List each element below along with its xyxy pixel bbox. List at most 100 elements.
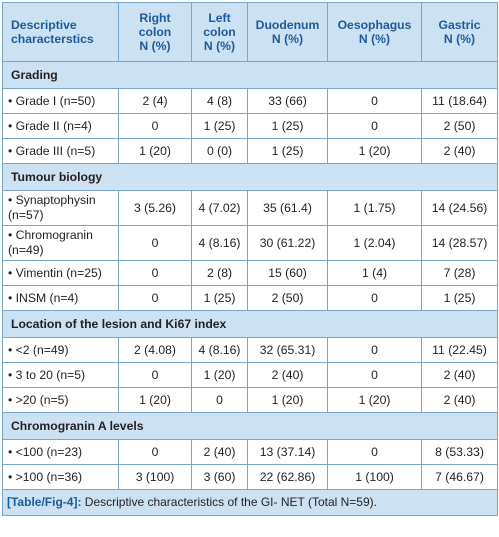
header-right-colon-line1: Right [139, 11, 171, 25]
cell-gastric: 7 (46.67) [421, 464, 498, 490]
cell-gastric: 7 (28) [421, 260, 498, 286]
cell-right-colon: 0 [118, 260, 192, 286]
header-gastric-line2: N (%) [443, 32, 476, 46]
cell-left-colon: 4 (8.16) [191, 337, 248, 363]
table-row: • Grade I (n=50) 2 (4) 4 (8) 33 (66) 0 1… [2, 88, 498, 114]
caption-tag: [Table/Fig-4]: [7, 495, 82, 509]
cell-left-colon: 4 (8) [191, 88, 248, 114]
row-label: • Chromogranin (n=49) [2, 225, 119, 261]
caption-row: [Table/Fig-4]: Descriptive characteristi… [2, 489, 498, 516]
header-oesophagus: Oesophagus N (%) [327, 2, 422, 62]
table-row: • Synaptophysin (n=57) 3 (5.26) 4 (7.02)… [2, 190, 498, 226]
section-row-tumour-biology: Tumour biology [2, 163, 498, 191]
cell-oesophagus: 0 [327, 337, 422, 363]
header-duodenum-line2: N (%) [271, 32, 304, 46]
cell-oesophagus: 0 [327, 88, 422, 114]
cell-oesophagus: 1 (2.04) [327, 225, 422, 261]
cell-duodenum: 1 (25) [247, 113, 328, 139]
table-row: • Grade II (n=4) 0 1 (25) 1 (25) 0 2 (50… [2, 113, 498, 139]
cell-duodenum: 15 (60) [247, 260, 328, 286]
cell-left-colon: 2 (40) [191, 439, 248, 465]
cell-left-colon: 1 (25) [191, 285, 248, 311]
cell-oesophagus: 1 (1.75) [327, 190, 422, 226]
row-label: • >20 (n=5) [2, 387, 119, 413]
cell-left-colon: 1 (25) [191, 113, 248, 139]
table-row: • 3 to 20 (n=5) 0 1 (20) 2 (40) 0 2 (40) [2, 362, 498, 388]
cell-right-colon: 0 [118, 225, 192, 261]
cell-left-colon: 1 (20) [191, 362, 248, 388]
cell-duodenum: 1 (25) [247, 138, 328, 164]
cell-left-colon: 4 (8.16) [191, 225, 248, 261]
cell-duodenum: 22 (62.86) [247, 464, 328, 490]
table-row: • Vimentin (n=25) 0 2 (8) 15 (60) 1 (4) … [2, 260, 498, 286]
header-right-colon-line3: N (%) [139, 39, 171, 53]
row-label: • >100 (n=36) [2, 464, 119, 490]
cell-gastric: 14 (24.56) [421, 190, 498, 226]
section-title: Grading [2, 61, 498, 89]
header-duodenum: Duodenum N (%) [247, 2, 328, 62]
cell-gastric: 2 (50) [421, 113, 498, 139]
cell-right-colon: 0 [118, 439, 192, 465]
cell-oesophagus: 0 [327, 439, 422, 465]
section-row-grading: Grading [2, 61, 498, 89]
cell-gastric: 11 (18.64) [421, 88, 498, 114]
header-oesophagus-line1: Oesophagus [337, 18, 412, 32]
table-row: • <100 (n=23) 0 2 (40) 13 (37.14) 0 8 (5… [2, 439, 498, 465]
header-left-colon-line2: colon [203, 25, 236, 39]
header-right-colon: Right colon N (%) [118, 2, 192, 62]
section-title: Chromogranin A levels [2, 412, 498, 440]
cell-left-colon: 3 (60) [191, 464, 248, 490]
row-label: • <100 (n=23) [2, 439, 119, 465]
cell-left-colon: 2 (8) [191, 260, 248, 286]
cell-duodenum: 2 (40) [247, 362, 328, 388]
cell-right-colon: 2 (4) [118, 88, 192, 114]
header-left-colon-line1: Left [208, 11, 231, 25]
cell-duodenum: 1 (20) [247, 387, 328, 413]
row-label: • 3 to 20 (n=5) [2, 362, 119, 388]
cell-duodenum: 2 (50) [247, 285, 328, 311]
header-duodenum-line1: Duodenum [255, 18, 320, 32]
table-row: • INSM (n=4) 0 1 (25) 2 (50) 0 1 (25) [2, 285, 498, 311]
descriptive-characteristics-table: Descriptive characterstics Right colon N… [2, 2, 498, 516]
table-container: Descriptive characterstics Right colon N… [2, 2, 498, 516]
header-left-colon: Left colon N (%) [191, 2, 248, 62]
table-row: • >20 (n=5) 1 (20) 0 1 (20) 1 (20) 2 (40… [2, 387, 498, 413]
cell-oesophagus: 1 (20) [327, 387, 422, 413]
header-descriptive-characteristics: Descriptive characterstics [2, 2, 119, 62]
cell-gastric: 1 (25) [421, 285, 498, 311]
cell-gastric: 2 (40) [421, 138, 498, 164]
header-oesophagus-line2: N (%) [358, 32, 391, 46]
cell-gastric: 2 (40) [421, 362, 498, 388]
header-right-colon-line2: colon [138, 25, 172, 39]
header-gastric-line1: Gastric [438, 18, 481, 32]
cell-right-colon: 1 (20) [118, 138, 192, 164]
caption-text: Descriptive characteristics of the GI- N… [81, 495, 377, 509]
cell-right-colon: 3 (100) [118, 464, 192, 490]
cell-right-colon: 2 (4.08) [118, 337, 192, 363]
row-label: • Synaptophysin (n=57) [2, 190, 119, 226]
cell-duodenum: 13 (37.14) [247, 439, 328, 465]
cell-gastric: 14 (28.57) [421, 225, 498, 261]
row-label: • Grade III (n=5) [2, 138, 119, 164]
table-row: • Grade III (n=5) 1 (20) 0 (0) 1 (25) 1 … [2, 138, 498, 164]
table-row: • >100 (n=36) 3 (100) 3 (60) 22 (62.86) … [2, 464, 498, 490]
cell-oesophagus: 1 (100) [327, 464, 422, 490]
table-header: Descriptive characterstics Right colon N… [2, 2, 498, 62]
header-left-colon-line3: N (%) [203, 39, 236, 53]
row-label: • <2 (n=49) [2, 337, 119, 363]
cell-right-colon: 0 [118, 285, 192, 311]
row-label: • INSM (n=4) [2, 285, 119, 311]
cell-duodenum: 35 (61.4) [247, 190, 328, 226]
cell-gastric: 2 (40) [421, 387, 498, 413]
table-row: • <2 (n=49) 2 (4.08) 4 (8.16) 32 (65.31)… [2, 337, 498, 363]
row-label: • Grade II (n=4) [2, 113, 119, 139]
cell-left-colon: 4 (7.02) [191, 190, 248, 226]
table-row: • Chromogranin (n=49) 0 4 (8.16) 30 (61.… [2, 225, 498, 261]
section-row-location-ki67: Location of the lesion and Ki67 index [2, 310, 498, 338]
cell-left-colon: 0 (0) [191, 138, 248, 164]
cell-left-colon: 0 [191, 387, 248, 413]
cell-duodenum: 33 (66) [247, 88, 328, 114]
table-caption: [Table/Fig-4]: Descriptive characteristi… [2, 489, 498, 516]
section-title: Location of the lesion and Ki67 index [2, 310, 498, 338]
cell-oesophagus: 1 (4) [327, 260, 422, 286]
